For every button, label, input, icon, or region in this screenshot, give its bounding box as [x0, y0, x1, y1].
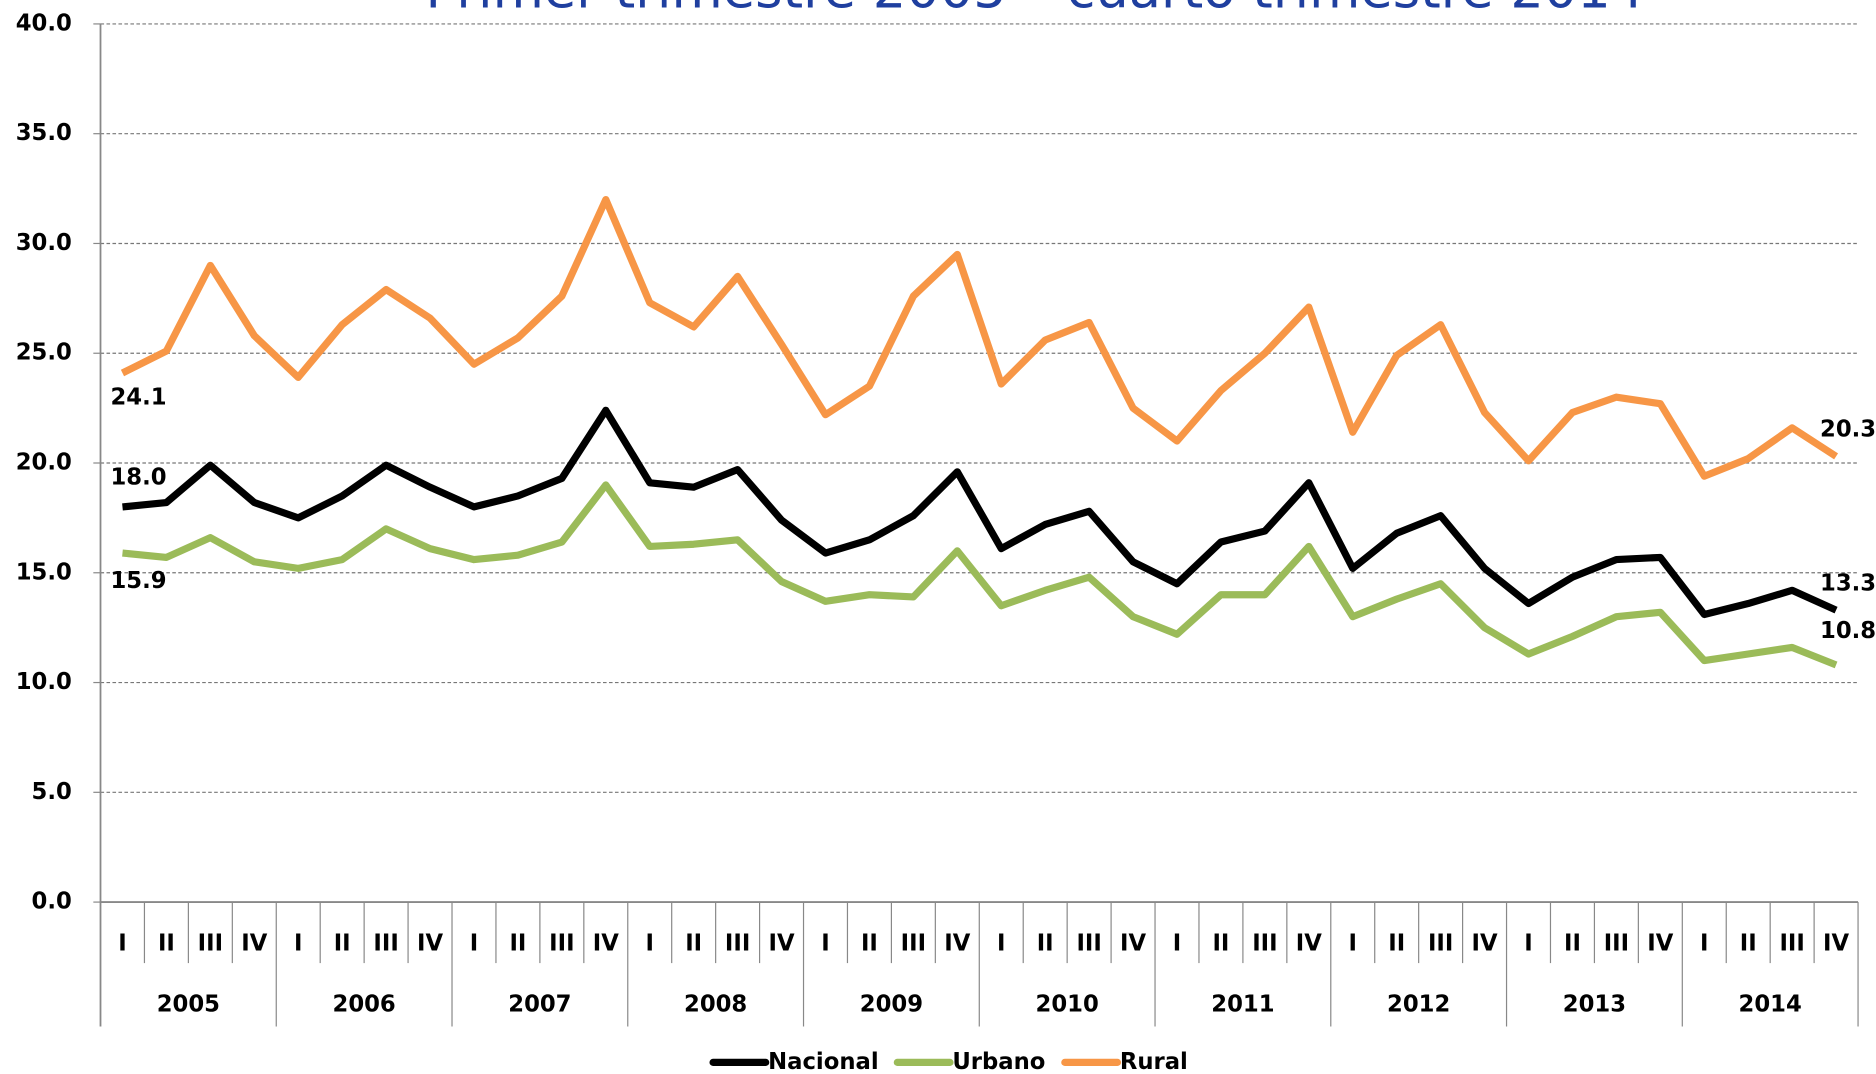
y-tick-label: 40.0 — [16, 10, 72, 36]
x-group-label: 2010 — [1036, 991, 1099, 1017]
series-line — [120, 195, 1839, 480]
y-tick-label: 35.0 — [16, 120, 72, 146]
x-tick-label: II — [861, 930, 878, 956]
x-tick-label: II — [1564, 930, 1581, 956]
x-tick-label: I — [294, 930, 302, 956]
y-tick-label: 0.0 — [32, 889, 72, 915]
x-group-label: 2006 — [333, 991, 396, 1017]
x-tick-label: IV — [769, 930, 795, 956]
x-tick-label: I — [470, 930, 478, 956]
x-tick-label: II — [1212, 930, 1229, 956]
x-tick-label: I — [1349, 930, 1357, 956]
x-tick-label: IV — [417, 930, 443, 956]
x-tick-label: III — [901, 930, 926, 956]
x-tick-label: II — [1740, 930, 1757, 956]
y-tick-label: 10.0 — [16, 669, 72, 695]
data-label: 15.9 — [111, 568, 167, 594]
x-tick-label: III — [1252, 930, 1277, 956]
x-group-label: 2007 — [508, 991, 571, 1017]
x-group-label: 2011 — [1211, 991, 1274, 1017]
x-tick-label: IV — [1472, 930, 1498, 956]
x-tick-label: I — [821, 930, 829, 956]
chart-title: Primer trimestre 2005 – cuarto trimestre… — [426, 0, 1645, 20]
x-tick-label: IV — [944, 930, 970, 956]
data-label: 18.0 — [111, 465, 167, 491]
x-tick-label: II — [685, 930, 702, 956]
x-tick-label: III — [1779, 930, 1804, 956]
series-line — [122, 406, 1838, 619]
x-tick-label: IV — [241, 930, 267, 956]
y-tick-label: 15.0 — [16, 559, 72, 585]
x-group-label: 2005 — [157, 991, 220, 1017]
x-tick-label: II — [1037, 930, 1054, 956]
x-tick-label: III — [198, 930, 223, 956]
x-tick-label: III — [549, 930, 574, 956]
x-tick-label: III — [1604, 930, 1629, 956]
x-group-label: 2008 — [684, 991, 747, 1017]
x-tick-label: IV — [1823, 930, 1849, 956]
data-label: 10.8 — [1820, 618, 1876, 644]
x-tick-label: I — [1524, 930, 1532, 956]
data-label: 20.3 — [1820, 417, 1876, 443]
data-label: 13.3 — [1820, 570, 1876, 596]
x-tick-label: II — [334, 930, 351, 956]
x-tick-label: IV — [1647, 930, 1673, 956]
x-tick-label: III — [1428, 930, 1453, 956]
x-group-label: 2013 — [1563, 991, 1626, 1017]
x-tick-label: III — [725, 930, 750, 956]
x-group-label: 2009 — [860, 991, 923, 1017]
x-tick-label: IV — [1296, 930, 1322, 956]
y-tick-label: 20.0 — [16, 450, 72, 476]
x-tick-label: I — [1700, 930, 1708, 956]
y-tick-label: 30.0 — [16, 230, 72, 256]
x-tick-label: I — [1173, 930, 1181, 956]
y-tick-label: 5.0 — [32, 779, 72, 805]
x-tick-label: I — [118, 930, 126, 956]
x-tick-label: II — [509, 930, 526, 956]
x-tick-label: I — [646, 930, 654, 956]
y-tick-label: 25.0 — [16, 340, 72, 366]
x-group-label: 2014 — [1739, 991, 1802, 1017]
legend-label: Urbano — [952, 1049, 1045, 1074]
series-line — [122, 481, 1838, 669]
x-tick-label: IV — [1120, 930, 1146, 956]
x-tick-label: III — [1076, 930, 1101, 956]
legend-label: Nacional — [768, 1049, 879, 1074]
x-tick-label: I — [997, 930, 1005, 956]
data-label: 24.1 — [111, 385, 167, 411]
x-tick-label: IV — [593, 930, 619, 956]
legend-label: Rural — [1120, 1049, 1188, 1074]
x-tick-label: II — [158, 930, 175, 956]
x-tick-label: III — [373, 930, 398, 956]
x-tick-label: II — [1388, 930, 1405, 956]
x-group-label: 2012 — [1387, 991, 1450, 1017]
